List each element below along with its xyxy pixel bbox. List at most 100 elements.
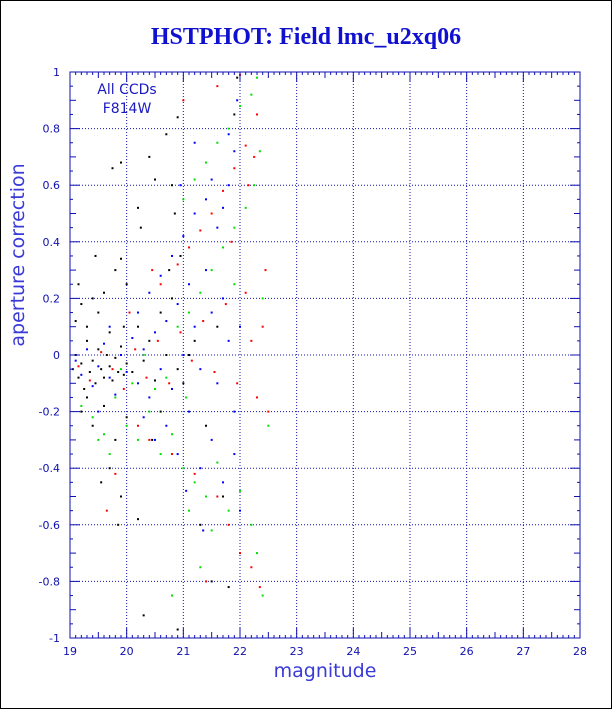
data-point [222,246,224,249]
data-point [94,382,97,385]
data-point [137,206,139,209]
data-point [137,382,139,385]
data-point [165,133,168,136]
data-point [227,127,230,130]
data-point [190,359,193,362]
data-point [91,359,94,362]
data-point [148,339,151,342]
data-point [91,385,94,388]
data-point [77,376,80,379]
y-tick-label: 0 [53,349,60,362]
data-point [142,614,145,617]
y-axis-label: aperture correction [7,163,29,346]
data-point [142,354,145,356]
chart-title: HSTPHOT: Field lmc_u2xq06 [150,24,462,50]
data-point [159,368,162,371]
data-points [71,73,270,631]
data-point [216,495,219,498]
data-point [171,594,173,597]
data-point [137,325,139,328]
data-point [137,518,139,521]
data-point [91,424,94,427]
data-point [222,297,224,300]
data-point [173,212,176,215]
data-point [137,424,139,427]
data-point [227,523,230,526]
x-tick-label: 21 [176,645,190,658]
data-point [216,226,219,229]
data-point [148,410,151,413]
data-point [148,291,151,294]
data-point [114,396,117,399]
data-point [80,410,83,413]
data-point [188,354,190,356]
x-tick-label: 25 [403,645,417,658]
data-point [176,325,179,328]
data-point [154,387,156,390]
data-point [250,339,253,342]
data-point [122,373,125,376]
data-point [227,509,230,512]
data-point [103,342,105,345]
data-point [188,283,190,286]
data-point [142,359,145,362]
data-point [156,339,159,342]
data-point [131,370,134,373]
data-point [168,382,171,385]
data-point [239,509,241,512]
y-tick-label: 0.4 [43,236,61,249]
data-point [80,373,83,376]
data-point [213,370,216,373]
x-tick-label: 27 [516,645,530,658]
data-point [148,396,151,399]
data-point [125,416,128,419]
data-point [239,325,241,328]
data-point [171,184,173,187]
y-tick-label: 0.2 [43,292,61,305]
data-point [176,368,179,371]
data-point [258,586,261,589]
data-point [111,167,114,170]
data-point [128,311,131,314]
data-point [222,495,224,498]
data-point [120,354,122,356]
data-point [205,424,207,427]
data-point [236,382,239,385]
data-point [233,150,236,153]
data-point [137,438,139,441]
data-point [154,379,156,382]
data-point [244,144,247,147]
annotation-filter: F814W [103,101,152,117]
data-point [227,586,230,589]
x-tick-label: 20 [120,645,134,658]
data-point [151,269,154,272]
data-point [103,404,105,407]
data-point [97,311,100,314]
data-point [205,161,207,164]
data-point [233,283,236,286]
data-point [122,387,125,390]
x-tick-label: 26 [460,645,474,658]
x-axis-label: magnitude [274,660,377,682]
data-point [111,368,114,371]
data-point [134,348,137,351]
data-point [159,311,162,314]
data-point [210,178,213,181]
y-tick-label: -0.6 [39,519,60,532]
data-point [94,254,97,257]
y-tick-label: -1 [49,632,60,645]
data-point [233,453,236,456]
data-point [97,365,100,368]
data-point [236,76,239,79]
data-point [120,495,122,498]
data-point [86,348,88,351]
data-point [233,410,236,413]
data-point [210,212,213,215]
data-point [108,325,111,328]
data-point [256,552,258,555]
data-point [103,376,105,379]
data-point [182,467,185,470]
data-point [188,246,190,249]
data-point [236,99,239,102]
